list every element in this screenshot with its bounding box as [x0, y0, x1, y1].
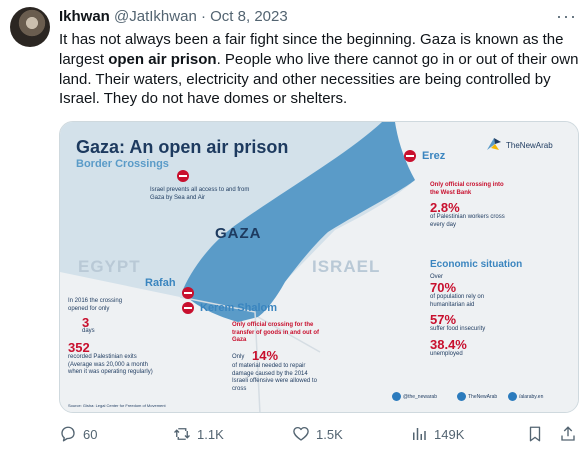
author-name[interactable]: Ikhwan — [59, 8, 110, 25]
tweet-text-part2: . People who live there cannot go in or … — [59, 50, 579, 108]
tweet-actions: 60 1.1K 1.5K 149K — [0, 425, 587, 447]
aid-note: of population rely on humanitarian aid — [430, 294, 485, 308]
repost-button[interactable]: 1.1K — [173, 425, 224, 443]
rafah-days-label: days — [82, 328, 95, 334]
views-chart-icon — [413, 428, 426, 440]
brand-name: TheNewArab — [506, 141, 553, 150]
views-button[interactable]: 149K — [410, 425, 464, 443]
rafah-exits-stat: 352 — [68, 340, 90, 355]
economic-heading: Economic situation — [430, 259, 523, 270]
tweet-header: Ikhwan @JatIkhwan · Oct 8, 2023 — [59, 8, 288, 25]
no-entry-icon-rafah — [182, 287, 194, 299]
no-entry-icon-sea — [177, 170, 189, 182]
reply-button[interactable]: 60 — [59, 425, 97, 443]
share-button[interactable] — [559, 425, 583, 443]
rafah-days-stat: 3 — [82, 315, 90, 330]
rafah-exits-note: recorded Palestinian exits (Average was … — [68, 354, 153, 375]
bookmark-icon — [529, 426, 541, 442]
separator-dot: · — [200, 8, 206, 25]
bookmark-button[interactable] — [526, 425, 550, 443]
infographic-map — [60, 122, 578, 412]
food-note: suffer food insecurity — [430, 326, 486, 332]
web-handle: /alaraby.en — [519, 394, 544, 400]
more-options-icon[interactable]: ··· — [556, 6, 577, 26]
infographic-image[interactable]: Gaza: An open air prison Border Crossing… — [59, 121, 579, 413]
kerem-shalom-only: Only — [232, 354, 245, 360]
views-count: 149K — [434, 426, 465, 442]
repost-icon — [174, 428, 190, 440]
food-stat: 57% — [430, 312, 457, 327]
tweet-text-part1: It has not always been a fair fight sinc… — [59, 31, 564, 68]
erez-note: Only official crossing into the West Ban… — [430, 182, 504, 196]
erez-stat: 2.8% — [430, 200, 460, 215]
repost-count: 1.1K — [197, 426, 224, 442]
source-note: Source: Gisha: Legal Center for Freedom … — [68, 403, 166, 408]
egypt-region-label: EGYPT — [78, 257, 141, 276]
web-icon — [508, 392, 517, 401]
twitter-icon — [392, 392, 401, 401]
brand-logo-icon — [487, 138, 501, 150]
aid-stat: 70% — [430, 280, 457, 295]
kerem-shalom-stat-note: of material needed to repair damage caus… — [232, 363, 317, 392]
kerem-shalom-stat: 14% — [252, 348, 279, 363]
no-entry-icon-erez — [404, 150, 416, 162]
tweet-date[interactable]: Oct 8, 2023 — [210, 8, 288, 25]
infographic-title: Gaza: An open air prison — [76, 137, 289, 157]
facebook-handle: TheNewArab — [468, 394, 498, 400]
israel-region-label: ISRAEL — [312, 257, 381, 276]
gaza-region-label: GAZA — [215, 225, 262, 242]
no-entry-icon-kerem-shalom — [182, 302, 194, 314]
tweet-text: It has not always been a fair fight sinc… — [59, 30, 581, 109]
unemployment-stat: 38.4% — [430, 337, 467, 352]
twitter-handle: @the_newarab — [403, 394, 437, 400]
rafah-note: In 2016 the crossing opened for only — [68, 298, 123, 312]
tweet-text-bold: open air prison — [108, 50, 217, 68]
erez-stat-note: of Palestinian workers cross every day — [430, 214, 505, 228]
like-button[interactable]: 1.5K — [292, 425, 343, 443]
sea-air-note: Israel prevents all access to and from G… — [150, 187, 250, 201]
reply-count: 60 — [83, 426, 98, 442]
heart-icon — [293, 426, 309, 441]
facebook-icon — [457, 392, 466, 401]
reply-icon — [61, 426, 75, 442]
economic-over: Over — [430, 274, 444, 280]
like-count: 1.5K — [316, 426, 343, 442]
share-icon — [561, 426, 575, 441]
avatar[interactable] — [10, 7, 50, 47]
infographic-subtitle: Border Crossings — [76, 158, 169, 170]
kerem-shalom-note: Only official crossing for the transfer … — [232, 322, 319, 343]
author-handle[interactable]: @JatIkhwan — [114, 8, 197, 25]
erez-label: Erez — [422, 150, 446, 162]
kerem-shalom-label: Kerem Shalom — [200, 302, 278, 314]
rafah-label: Rafah — [145, 277, 176, 289]
unemployment-note: unemployed — [430, 351, 463, 357]
